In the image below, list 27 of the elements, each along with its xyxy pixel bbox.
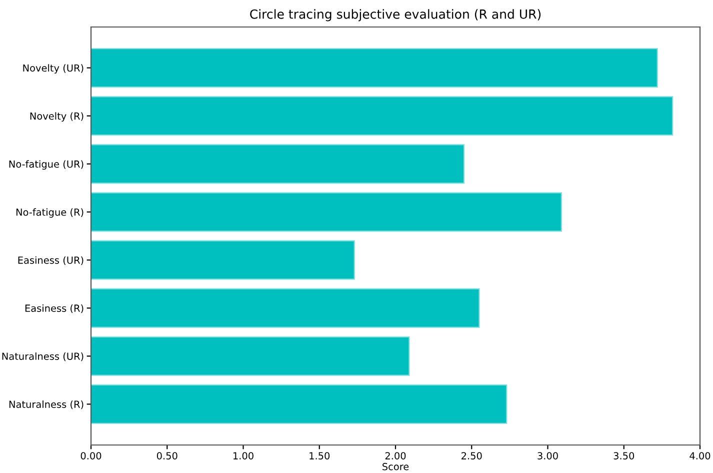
- y-tick-label: Naturalness (UR): [2, 352, 84, 362]
- bar: [91, 48, 658, 88]
- bar: [91, 96, 674, 136]
- x-tick-label: 3.50: [614, 452, 634, 460]
- chart-title: Circle tracing subjective evaluation (R and UR): [250, 9, 541, 22]
- x-tick-label: 1.50: [310, 452, 330, 460]
- y-tick-label: No-fatigue (UR): [9, 160, 84, 170]
- x-tick-label: 2.00: [385, 452, 406, 460]
- x-tick-label: 0.50: [156, 452, 178, 460]
- bar: [91, 240, 355, 280]
- bar: [91, 144, 465, 184]
- x-tick-label: 1.00: [233, 452, 254, 460]
- bar: [91, 336, 410, 376]
- x-tick-label: 4.00: [690, 452, 710, 460]
- x-axis-title: Score: [382, 462, 409, 470]
- y-tick-label: No-fatigue (R): [16, 208, 84, 218]
- x-tick-label: 0.00: [80, 452, 102, 460]
- y-tick-label: Novelty (R): [30, 112, 84, 122]
- y-tick-label: Easiness (R): [25, 304, 84, 314]
- y-tick-label: Easiness (UR): [18, 256, 84, 265]
- x-tick-label: 3.00: [538, 452, 558, 460]
- y-tick-label: Novelty (UR): [23, 64, 84, 74]
- bar: [91, 384, 508, 424]
- x-tick-label: 2.50: [462, 452, 482, 460]
- bar: [91, 288, 480, 328]
- bar: [91, 192, 562, 232]
- y-tick-label: Naturalness (R): [9, 400, 84, 410]
